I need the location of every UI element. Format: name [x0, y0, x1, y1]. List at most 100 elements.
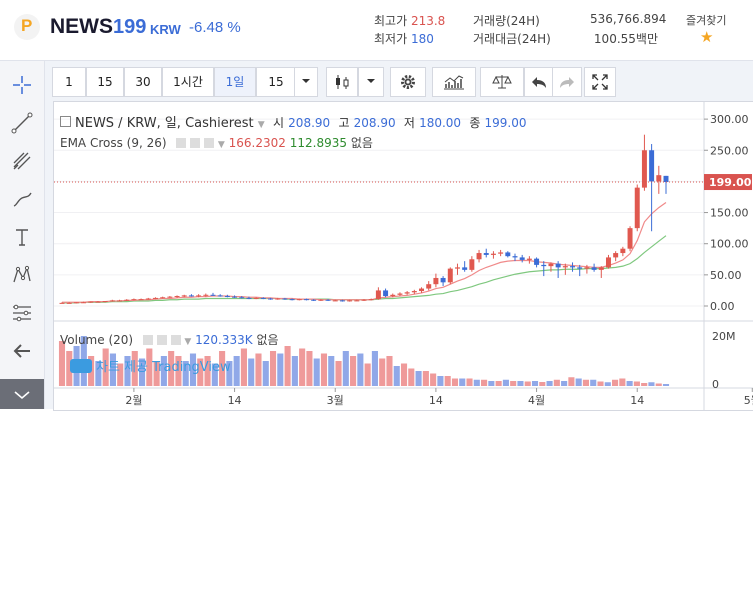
volume-bar: [350, 356, 357, 386]
candle-body: [490, 253, 496, 255]
chevron-down-icon: [367, 79, 375, 83]
volume-bar: [386, 356, 393, 386]
gear-icon[interactable]: [156, 335, 167, 345]
volume-bar: [299, 348, 306, 386]
volume-bar: [590, 379, 597, 386]
volume-bar: [240, 348, 247, 386]
volume-bar: [138, 358, 146, 386]
trendline-icon[interactable]: [0, 107, 44, 137]
fib-icon[interactable]: [0, 297, 44, 327]
candle-body: [519, 257, 525, 260]
ema-dropdown-icon[interactable]: ▼: [217, 140, 225, 150]
candle-body: [512, 256, 518, 258]
candle-body: [303, 299, 309, 301]
candle-body: [404, 292, 410, 294]
candle-body: [534, 258, 540, 265]
volume-bar: [648, 382, 655, 386]
fullscreen-button[interactable]: [584, 67, 616, 97]
crosshair-icon[interactable]: [0, 69, 44, 99]
volume-bar: [415, 371, 422, 386]
candle-body: [570, 266, 576, 268]
indicators-button[interactable]: [432, 67, 476, 97]
candle-body: [217, 295, 223, 297]
pattern-icon[interactable]: [0, 259, 44, 289]
price-chart[interactable]: 300.00250.00200.00150.00100.0050.000.002…: [54, 102, 753, 410]
interval-30m-button[interactable]: 30: [124, 67, 162, 97]
logo-mark: P: [21, 16, 33, 35]
candle-body: [375, 290, 381, 300]
candle-body: [102, 301, 108, 303]
close-icon[interactable]: [170, 335, 181, 345]
volume-bar: [604, 382, 611, 386]
candle-body: [505, 252, 511, 257]
candle-body: [541, 264, 547, 267]
eye-icon[interactable]: [142, 335, 153, 345]
volume-24h-label: 거래량(24H): [473, 14, 540, 28]
candle-body: [605, 257, 611, 268]
volume-bar: [451, 378, 459, 386]
brush-icon[interactable]: [0, 183, 44, 213]
volume-bar: [233, 356, 240, 386]
candle-body: [577, 267, 583, 269]
symbol-dropdown-icon[interactable]: ▼: [257, 120, 265, 130]
low-label: 최저가: [374, 32, 408, 46]
volume-bar: [400, 363, 408, 386]
ema-fast-line: [62, 201, 667, 303]
undo-button[interactable]: [524, 67, 554, 97]
volume-bar: [626, 381, 633, 386]
ema-slow-line: [62, 235, 667, 304]
candle-type-dropdown[interactable]: [358, 67, 384, 97]
price-change: -6.48 %: [189, 19, 241, 36]
volume-bar: [306, 351, 313, 386]
back-arrow-icon[interactable]: [0, 335, 44, 365]
volume-bar: [335, 361, 342, 386]
ema-label: EMA Cross (9, 26): [60, 136, 167, 150]
interval-1m-button[interactable]: 1: [52, 67, 86, 97]
volume-dropdown-icon[interactable]: ▼: [184, 337, 192, 347]
redo-button[interactable]: [552, 67, 582, 97]
current-price: 199: [113, 16, 147, 38]
volume-value: 120.333K: [195, 333, 253, 347]
y-tick-label: 50.00: [710, 269, 742, 282]
ema-extra: 없음: [350, 136, 373, 150]
settings-button[interactable]: [390, 67, 426, 97]
interval-more-button[interactable]: 15: [256, 67, 296, 97]
volume-bar: [109, 353, 116, 386]
exchange-logo: P: [14, 14, 40, 40]
candle-type-button[interactable]: [326, 67, 358, 97]
gear-icon: [401, 75, 415, 89]
volume-bar: [175, 356, 182, 386]
gear-icon[interactable]: [190, 138, 201, 148]
y-tick-label: 100.00: [710, 238, 749, 251]
undo-icon: [532, 77, 546, 88]
text-icon[interactable]: [0, 221, 44, 251]
interval-1d-button[interactable]: 1일: [214, 67, 256, 97]
y-tick-label: 150.00: [710, 207, 749, 220]
interval-15m-button[interactable]: 15: [86, 67, 124, 97]
candle-body: [174, 296, 180, 298]
chart-area[interactable]: 300.00250.00200.00150.00100.0050.000.002…: [53, 101, 753, 411]
close-icon[interactable]: [204, 138, 215, 148]
interval-dropdown[interactable]: [294, 67, 318, 97]
candle-body: [454, 267, 460, 269]
candle-body: [411, 291, 417, 293]
interval-1h-button[interactable]: 1시간: [162, 67, 214, 97]
candle-body: [95, 301, 101, 303]
volume-bar: [633, 381, 640, 386]
volume-bar: [219, 351, 226, 386]
ohlc-close-label: 종: [469, 116, 481, 130]
collapse-legend-icon[interactable]: [60, 116, 71, 127]
star-icon[interactable]: ★: [700, 28, 714, 46]
candle-body: [526, 258, 532, 260]
candle-body: [469, 259, 475, 270]
pitchfork-icon[interactable]: [0, 145, 44, 175]
candle-body: [167, 296, 173, 298]
collapse-icon[interactable]: [0, 379, 44, 409]
candle-body: [598, 267, 604, 270]
x-tick-label: 14: [429, 394, 443, 407]
volume-bar: [371, 351, 378, 386]
eye-icon[interactable]: [176, 138, 187, 148]
x-tick-label: 3월: [327, 394, 344, 407]
compare-button[interactable]: [480, 67, 524, 97]
ticker-header: P NEWS 199 KRW -6.48 % 최고가 213.8 최저가 180…: [0, 0, 753, 54]
